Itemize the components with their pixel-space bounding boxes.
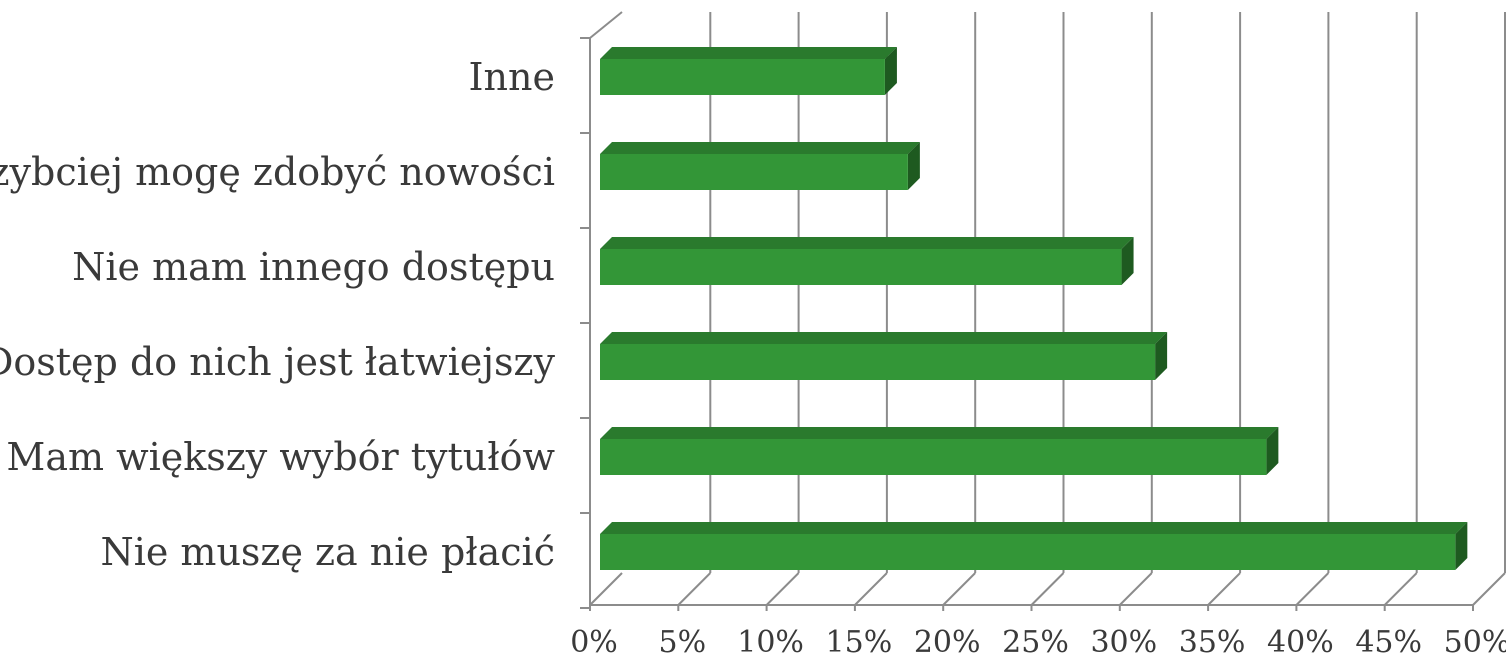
bar <box>600 522 1468 570</box>
x-tick-label: 40% <box>1267 625 1334 659</box>
floor-gridline <box>589 572 623 606</box>
bar-front-face <box>600 154 908 190</box>
x-tick-label: 5% <box>659 625 707 659</box>
bar <box>600 427 1279 475</box>
bar-top-face <box>600 237 1134 249</box>
x-axis-tick-labels: 0% 5% 10% 15% 20% 25% 30% 35% 40% 45% 50% <box>570 625 1506 659</box>
bar-front-face <box>600 439 1267 475</box>
category-label: Nie mam innego dostępu <box>72 245 555 289</box>
gridlines <box>580 11 1506 611</box>
bar-top-face <box>600 427 1279 439</box>
x-tick-label: 15% <box>826 625 893 659</box>
y-axis-top-diagonal <box>589 11 623 39</box>
bars <box>600 47 1468 570</box>
bar <box>600 47 897 95</box>
x-tick-label: 20% <box>914 625 981 659</box>
bar <box>600 237 1134 285</box>
bar-side-face <box>1155 332 1168 380</box>
bar-side-face <box>907 142 920 190</box>
floor-gridline <box>854 572 888 606</box>
floor-gridline <box>1207 572 1241 606</box>
floor-gridline <box>677 572 712 606</box>
x-tick-label: 35% <box>1179 625 1246 659</box>
floor-gridline <box>1030 572 1065 606</box>
bar-top-face <box>600 522 1468 534</box>
x-tick-label: 45% <box>1355 625 1422 659</box>
floor-gridline <box>942 572 976 606</box>
bar-front-face <box>600 344 1156 380</box>
x-tick-label: 50% <box>1444 625 1506 659</box>
x-tick-label: 30% <box>1090 625 1157 659</box>
bar-side-face <box>1121 237 1134 285</box>
x-tick-label: 0% <box>570 625 618 659</box>
category-labels: Nie muszę za nie płacić Mam większy wybór… <box>0 55 556 574</box>
x-tick-label: 25% <box>1002 625 1069 659</box>
bar-side-face <box>1455 522 1468 570</box>
category-label: Szybciej mogę zdobyć nowości <box>0 150 555 194</box>
bar-top-face <box>600 47 897 59</box>
floor-gridline <box>1472 572 1506 606</box>
bar-top-face <box>600 142 920 154</box>
bar-front-face <box>600 249 1122 285</box>
bar-top-face <box>600 332 1168 344</box>
floor-gridline <box>1119 572 1153 606</box>
bar <box>600 332 1168 380</box>
floor-gridline <box>1295 572 1330 606</box>
bar-side-face <box>1266 427 1279 475</box>
floor-gridline <box>765 572 800 606</box>
category-label: Nie muszę za nie płacić <box>100 530 555 574</box>
floor-gridline <box>1383 572 1418 606</box>
x-tick-label: 10% <box>737 625 804 659</box>
bar-front-face <box>600 59 885 95</box>
bar-front-face <box>600 534 1456 570</box>
bar-side-face <box>884 47 897 95</box>
category-label: Mam większy wybór tytułów <box>6 435 555 479</box>
category-label: Inne <box>469 55 555 99</box>
category-label: Dostęp do nich jest łatwiejszy <box>0 340 556 384</box>
bar <box>600 142 920 190</box>
